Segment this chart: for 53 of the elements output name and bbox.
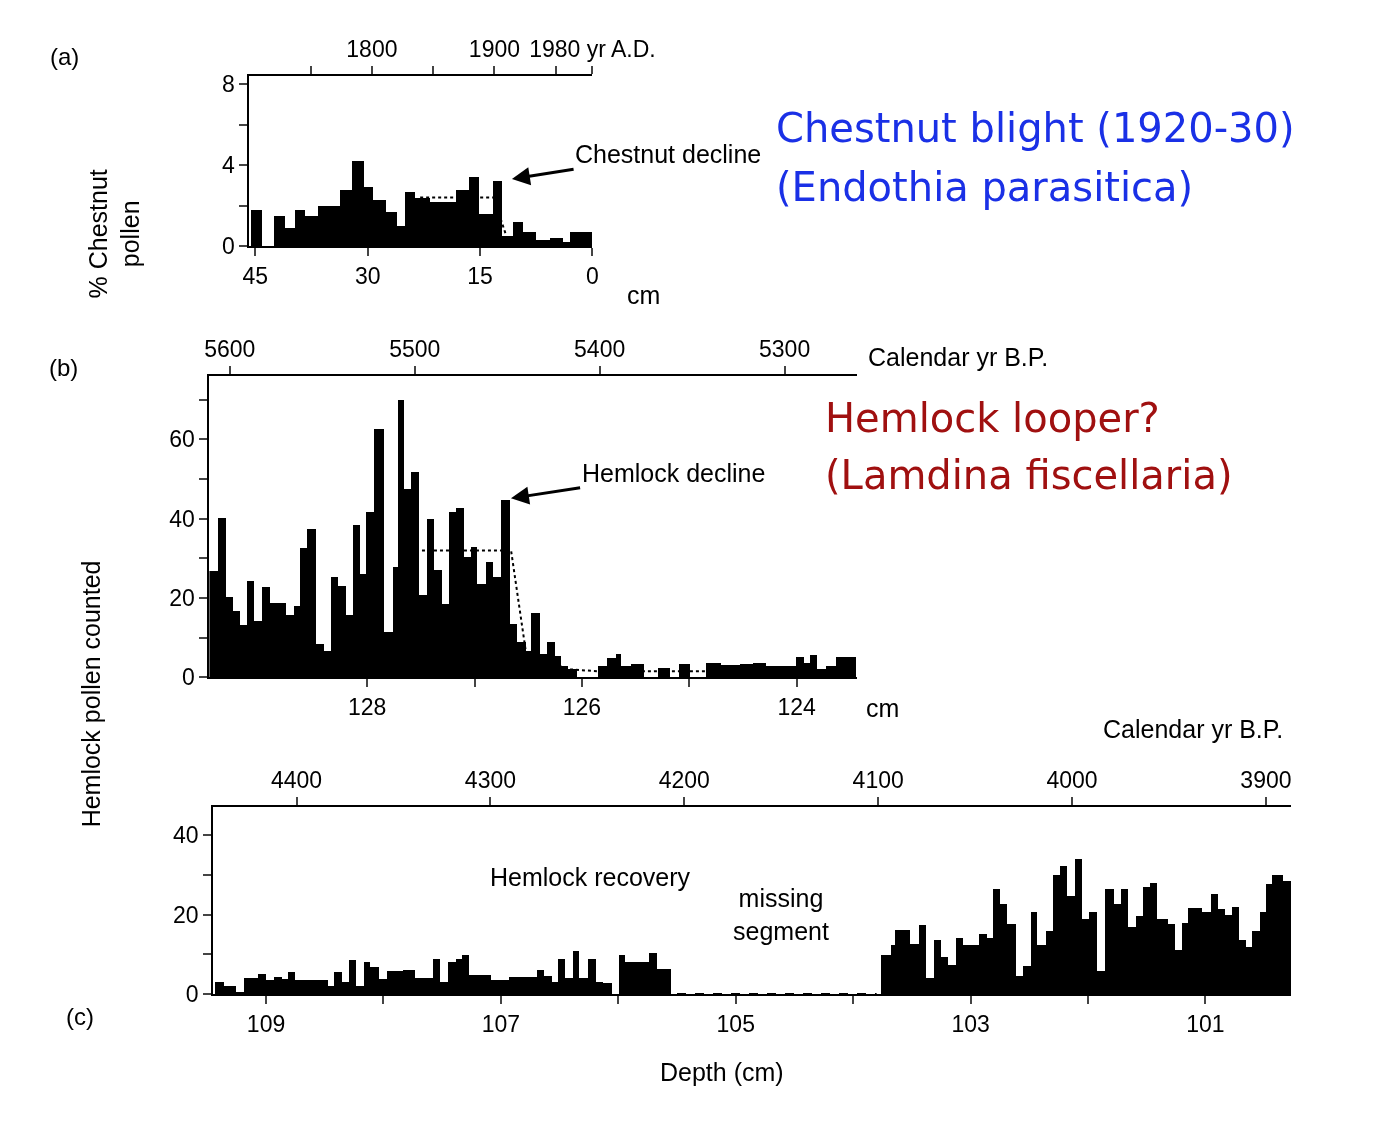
x-tick-label: 109 <box>246 1010 286 1037</box>
x2-tick-label: 1800 <box>346 35 398 62</box>
x2-tick-label: 1980 yr A.D. <box>529 35 656 62</box>
y-tick-label: 0 <box>182 664 195 691</box>
x-tick-label: 128 <box>348 693 387 720</box>
x2-tick-label: 4000 <box>1046 766 1098 793</box>
x-tick-label: 15 <box>467 262 493 289</box>
annotation: (Lamdina fiscellaria) <box>825 452 1233 498</box>
x2-tick-label: 5400 <box>574 335 626 362</box>
y-tick-label: 40 <box>169 505 195 532</box>
y-tick-label: 8 <box>221 71 235 98</box>
x2-axis-title: Calendar yr B.P. <box>1103 715 1284 743</box>
x-tick-label: 124 <box>777 693 817 720</box>
text: (c) <box>66 1003 94 1030</box>
x-tick-label: 105 <box>716 1010 755 1037</box>
text: (b) <box>49 354 79 381</box>
x2-tick-label: 5300 <box>759 335 811 362</box>
x2-tick-label: 5600 <box>204 335 256 362</box>
y-axis-title: % Chestnut pollen <box>83 169 145 299</box>
y-tick-label: 20 <box>169 585 195 611</box>
text: (Endothia parasitica) <box>776 164 1194 210</box>
text: (a) <box>50 43 80 70</box>
x2-tick-label: 3900 <box>1240 766 1292 793</box>
x2-tick-label: 4300 <box>464 766 517 793</box>
y-axis-title: Hemlock pollen counted <box>76 560 105 828</box>
x-tick-label: 103 <box>951 1010 990 1037</box>
x2-tick-label: 4400 <box>270 766 323 793</box>
x-tick-label: 126 <box>562 693 602 720</box>
annotation: missing segment <box>733 884 829 945</box>
y-tick-label: 20 <box>173 901 199 928</box>
text: Chestnut blight (1920-30) <box>776 105 1295 151</box>
annotation: Hemlock looper? <box>825 395 1160 441</box>
y-tick-label: 0 <box>221 233 235 260</box>
annotation: Hemlock recovery <box>490 863 691 891</box>
x-tick-label: 107 <box>481 1010 521 1037</box>
x-tick-label: 30 <box>354 262 381 289</box>
annotation: Hemlock decline <box>582 459 766 487</box>
x-axis-title: cm <box>866 694 900 722</box>
x2-tick-label: 5500 <box>389 335 441 362</box>
y-tick-label: 40 <box>173 822 199 849</box>
y-tick-label: 60 <box>169 426 195 453</box>
x-axis-title: Depth (cm) <box>660 1058 784 1086</box>
annotation: Chestnut decline <box>575 140 762 168</box>
x2-axis-title: Calendar yr B.P. <box>868 343 1049 371</box>
x2-tick-label: 4100 <box>852 766 904 793</box>
y-tick-label: 0 <box>185 981 199 1008</box>
x2-tick-label: 4200 <box>658 766 710 793</box>
x-tick-label: 45 <box>242 262 269 289</box>
x-tick-label: 101 <box>1186 1010 1225 1037</box>
x-axis-title: cm <box>627 281 661 309</box>
x-tick-label: 0 <box>586 262 599 289</box>
y-tick-label: 4 <box>221 152 235 179</box>
x2-tick-label: 1900 <box>468 35 521 62</box>
